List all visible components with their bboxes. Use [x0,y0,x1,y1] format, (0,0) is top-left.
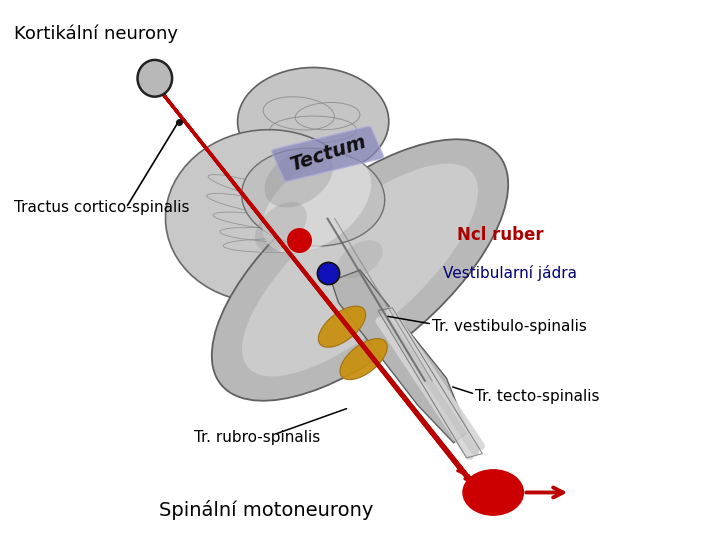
Ellipse shape [262,157,372,253]
Text: Tr. tecto-spinalis: Tr. tecto-spinalis [475,389,600,404]
FancyBboxPatch shape [272,126,383,181]
Text: Tr. rubro-spinalis: Tr. rubro-spinalis [194,430,320,445]
Polygon shape [331,270,468,443]
Ellipse shape [242,164,478,376]
Ellipse shape [166,130,367,302]
Ellipse shape [264,149,333,207]
Ellipse shape [212,139,508,401]
Ellipse shape [340,339,387,380]
Text: Kortikální neurony: Kortikální neurony [14,24,179,43]
Ellipse shape [138,60,172,97]
Ellipse shape [337,240,383,278]
Ellipse shape [318,306,366,347]
Text: Tectum: Tectum [287,133,368,175]
Ellipse shape [242,148,384,246]
Ellipse shape [238,68,389,176]
Text: Spinální motoneurony: Spinální motoneurony [159,500,374,521]
Text: Tractus cortico-spinalis: Tractus cortico-spinalis [14,200,190,215]
Ellipse shape [255,202,307,252]
Ellipse shape [463,470,523,515]
Text: Ncl ruber: Ncl ruber [457,226,544,244]
Text: Tr. vestibulo-spinalis: Tr. vestibulo-spinalis [432,319,587,334]
Text: Vestibularní jádra: Vestibularní jádra [443,265,577,281]
